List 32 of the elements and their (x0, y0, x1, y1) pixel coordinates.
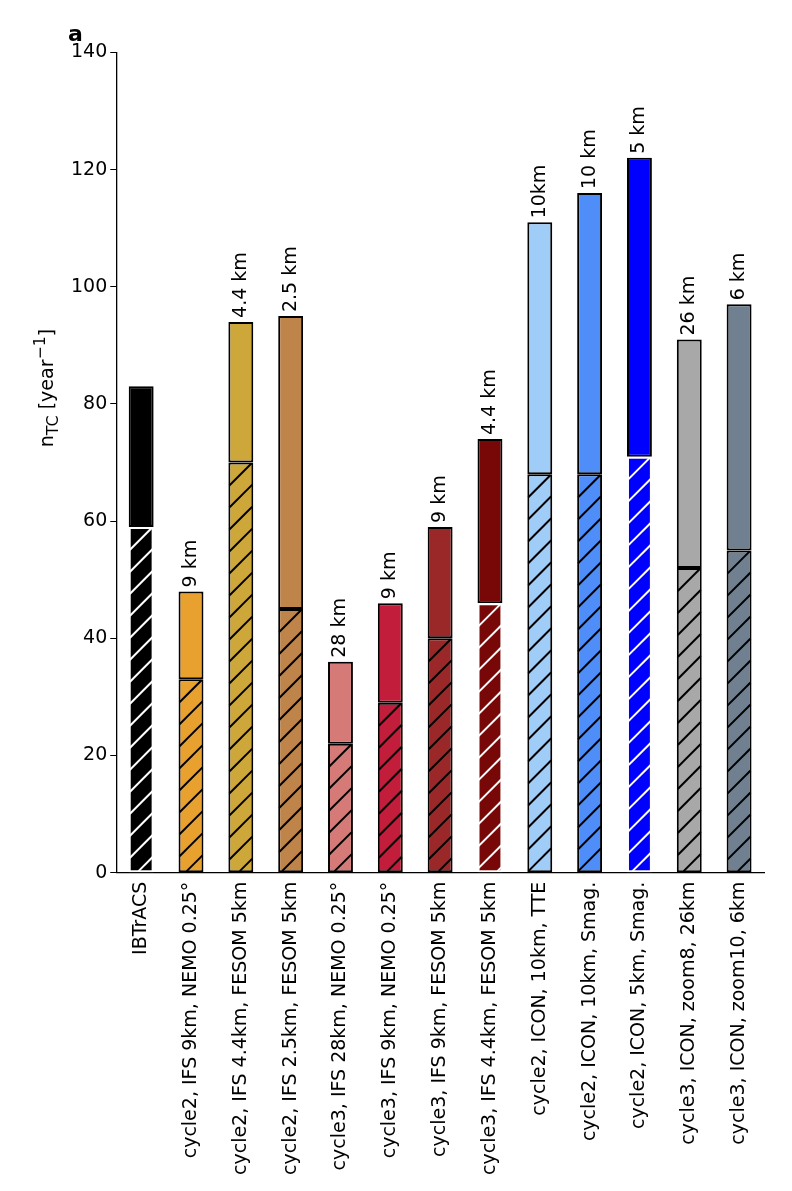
x-tick-label: cycle3, IFS 9km, NEMO 0.25° (377, 881, 400, 1159)
y-tick-label: 0 (95, 859, 108, 882)
x-tick-label: cycle2, ICON, 5km, Smag. (626, 881, 649, 1130)
x-tick-label: cycle2, IFS 9km, NEMO 0.25° (177, 881, 200, 1159)
annotation: 5 km (626, 106, 649, 154)
annotation: 10km (526, 164, 549, 219)
x-tick-label: cycle3, ICON, zoom10, 6km (726, 881, 749, 1145)
annotation: 28 km (327, 597, 350, 658)
annotation: 6 km (726, 252, 749, 301)
annotation: 26 km (676, 275, 699, 336)
x-tick-label: cycle3, ICON, zoom8, 26km (676, 881, 699, 1145)
annotation: 9 km (177, 539, 200, 588)
annotation: 10 km (576, 129, 599, 190)
annotation: 2.5 km (277, 246, 300, 313)
x-tick-label: cycle3, IFS 4.4km, FESOM 5km (476, 881, 499, 1175)
y-tick-label: 100 (71, 273, 108, 296)
annotation: 4.4 km (227, 252, 250, 318)
annotation: 9 km (427, 475, 450, 523)
y-tick-label: 80 (83, 390, 108, 413)
x-tick-label: cycle3, IFS 28km, NEMO 0.25° (327, 881, 350, 1171)
y-tick-label: 120 (71, 156, 108, 179)
y-tick-label: 40 (83, 625, 108, 648)
x-tick-label: cycle2, IFS 4.4km, FESOM 5km (227, 881, 250, 1175)
x-tick-label: cycle2, ICON, 10km, TTE (526, 881, 549, 1116)
x-tick-label: cycle2, ICON, 10km, Smag. (576, 881, 599, 1142)
annotation: 4.4 km (476, 369, 499, 436)
x-tick-label: cycle3, IFS 9km, FESOM 5km (427, 881, 450, 1157)
annotation: 9 km (377, 551, 400, 600)
y-tick-label: 60 (83, 508, 108, 531)
x-tick-label: cycle2, IFS 2.5km, FESOM 5km (277, 881, 300, 1175)
x-tick-label: IBTrACS (128, 881, 151, 955)
y-tick-label: 20 (83, 742, 108, 765)
